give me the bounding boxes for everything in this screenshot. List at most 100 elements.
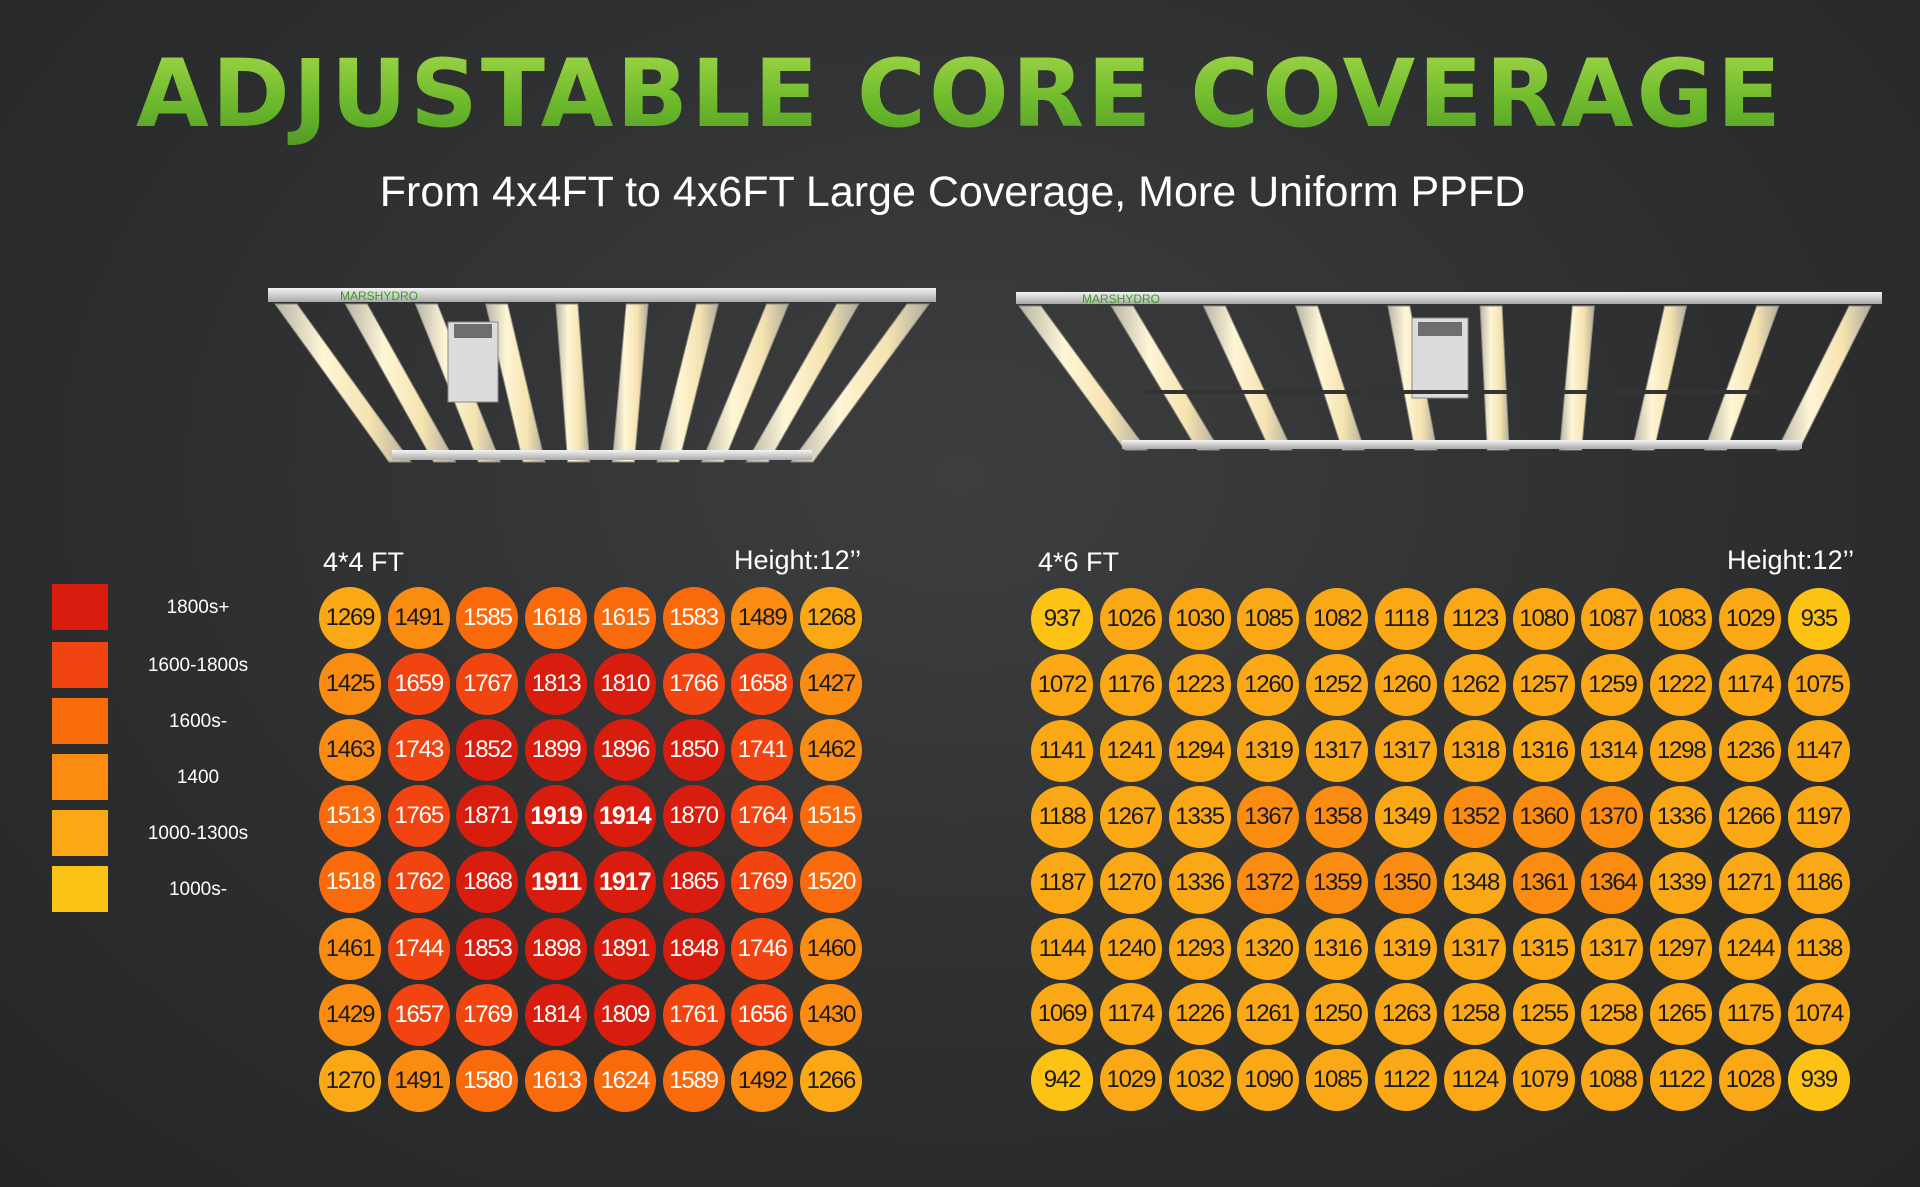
ppfd-cell: 1262: [1443, 653, 1506, 716]
led-bar: [1018, 305, 1148, 451]
ppfd-cell: 1919: [525, 785, 588, 848]
ppfd-cell: 1589: [662, 1049, 725, 1112]
ppfd-cell: 1848: [662, 917, 725, 980]
ppfd-cell: 1360: [1512, 785, 1575, 848]
ppfd-cell: 1320: [1237, 917, 1300, 980]
ppfd-cell: 1074: [1787, 983, 1850, 1046]
grid-4x6-label: 4*6 FT: [1038, 547, 1120, 577]
ppfd-cell: 1293: [1168, 917, 1231, 980]
ppfd-cell: 1613: [525, 1049, 588, 1112]
ppfd-cell: 1236: [1719, 719, 1781, 782]
ppfd-cell: 1258: [1443, 983, 1506, 1046]
legend-label: 1800s+: [166, 597, 230, 618]
led-bar: [1479, 305, 1510, 451]
ppfd-cell: 1141: [1031, 719, 1093, 782]
ppfd-cell: 1294: [1168, 719, 1231, 782]
ppfd-cell: 1899: [525, 719, 588, 782]
brand-logo: MARSHYDRO: [340, 289, 418, 303]
ppfd-cell: 1069: [1031, 983, 1093, 1046]
ppfd-cell: 1361: [1512, 851, 1575, 914]
legend-item: 1400: [52, 754, 272, 800]
ppfd-cell: 1222: [1650, 653, 1713, 716]
ppfd-cell: 1430: [799, 983, 862, 1046]
ppfd-cell: 1028: [1719, 1049, 1781, 1112]
ppfd-cell: 1088: [1581, 1049, 1644, 1112]
ppfd-cell: 1118: [1375, 588, 1437, 650]
ppfd-cell: 1261: [1237, 983, 1300, 1046]
ppfd-cell: 1085: [1237, 588, 1300, 650]
ppfd-cell: 1175: [1719, 983, 1781, 1046]
page-subtitle: From 4x4FT to 4x6FT Large Coverage, More…: [379, 168, 1526, 216]
legend-swatch: [52, 642, 108, 688]
ppfd-cell: 1258: [1581, 983, 1644, 1046]
ppfd-cell: 1917: [593, 851, 656, 914]
ppfd-cell: 1029: [1719, 588, 1781, 650]
ppfd-cell: 1425: [319, 653, 381, 716]
legend-label: 1000-1300s: [147, 823, 249, 844]
ppfd-cell: 1072: [1031, 653, 1093, 716]
ppfd-cell: 1853: [456, 917, 519, 980]
ppfd-cell: 1744: [387, 917, 450, 980]
grow-light-4x4-image: MARSHYDRO: [268, 288, 936, 463]
legend-item: 1800s+: [52, 584, 272, 630]
ppfd-cell: 1865: [662, 851, 725, 914]
ppfd-cell: 1871: [456, 785, 519, 848]
ppfd-cell: 1513: [319, 785, 381, 848]
ppfd-cell: 1174: [1719, 653, 1781, 716]
ppfd-cell: 1138: [1787, 917, 1850, 980]
ppfd-cell: 942: [1031, 1049, 1093, 1112]
ppfd-cell: 1083: [1650, 588, 1713, 650]
led-bar: [790, 303, 930, 463]
ppfd-cell: 1085: [1306, 1049, 1369, 1112]
ppfd-cell: 1268: [799, 587, 862, 649]
ppfd-cell: 1615: [593, 587, 656, 649]
led-bar: [700, 303, 790, 463]
ppfd-cell: 1852: [456, 719, 519, 782]
ppfd-cell: 939: [1787, 1049, 1850, 1112]
ppfd-cell: 1315: [1512, 917, 1575, 980]
led-bar: [745, 303, 860, 463]
ppfd-cell: 1032: [1168, 1049, 1231, 1112]
ppfd-cell: 1769: [456, 983, 519, 1046]
ppfd-cell: 1898: [525, 917, 588, 980]
ppfd-cell: 1297: [1650, 917, 1713, 980]
ppfd-cell: 1761: [662, 983, 725, 1046]
ppfd-cell: 1364: [1581, 851, 1644, 914]
ppfd-cell: 1891: [593, 917, 656, 980]
ppfd-cell: 1026: [1099, 588, 1162, 650]
ppfd-cell: 1518: [319, 851, 381, 914]
ppfd-cell: 1335: [1168, 785, 1231, 848]
led-bar: [611, 303, 649, 463]
led-bar: [1776, 305, 1872, 451]
ppfd-cell: 1317: [1581, 917, 1644, 980]
ppfd-cell: 1298: [1650, 719, 1713, 782]
ppfd-cell: 1260: [1375, 653, 1437, 716]
ppfd-cell: 1147: [1787, 719, 1850, 782]
ppfd-cell: 1030: [1168, 588, 1231, 650]
ppfd-cell: 1814: [525, 983, 588, 1046]
ppfd-cell: 1265: [1650, 983, 1713, 1046]
legend-label: 1600-1800s: [147, 655, 249, 676]
ppfd-cell: 1269: [319, 587, 381, 649]
legend-swatch: [52, 810, 108, 856]
ppfd-cell: 1585: [456, 587, 519, 649]
ppfd-cell: 1656: [731, 983, 794, 1046]
ppfd-cell: 935: [1787, 588, 1850, 650]
legend-swatch: [52, 754, 108, 800]
ppfd-cell: 1257: [1512, 653, 1575, 716]
ppfd-cell: 1090: [1237, 1049, 1300, 1112]
ppfd-cell: 1349: [1375, 785, 1437, 848]
ppfd-cell: 1515: [799, 785, 862, 848]
led-bar: [555, 303, 591, 463]
ppfd-cell: 1174: [1099, 983, 1162, 1046]
led-bar: [1110, 305, 1221, 451]
ppfd-cell: 1460: [799, 917, 862, 980]
ppfd-cell: 1914: [593, 785, 656, 848]
ppfd-cell: 1270: [1099, 851, 1162, 914]
ppfd-cell: 1618: [525, 587, 588, 649]
ppfd-cell: 1809: [593, 983, 656, 1046]
ppfd-cell: 1087: [1581, 588, 1644, 650]
ppfd-cell: 1624: [593, 1049, 656, 1112]
ppfd-cell: 1082: [1306, 588, 1369, 650]
ppfd-cell: 1029: [1099, 1049, 1162, 1112]
